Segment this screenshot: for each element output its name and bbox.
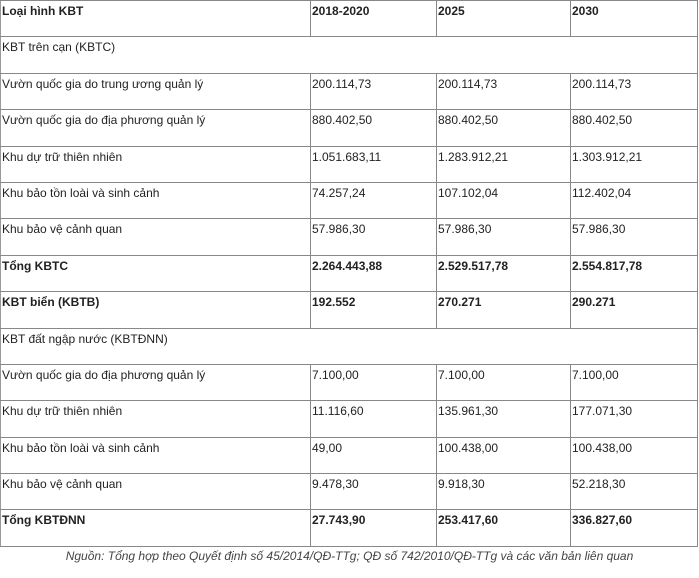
section-row: KBT đất ngập nước (KBTĐNN) bbox=[0, 327, 698, 365]
value-cell: 57.986,30 bbox=[570, 218, 698, 256]
value-cell: 7.100,00 bbox=[310, 363, 437, 402]
table-row: Khu bảo tồn loài và sinh cảnh 49,00 100.43… bbox=[0, 436, 698, 475]
row-label: Khu bảo vệ cảnh quan bbox=[0, 473, 311, 511]
value-cell: 135.961,30 bbox=[436, 400, 571, 438]
value-cell: 100.438,00 bbox=[436, 436, 571, 475]
value-cell: 11.116,60 bbox=[310, 400, 437, 438]
row-label: Khu dự trữ thiên nhiên bbox=[0, 145, 311, 183]
value-cell: 880.402,50 bbox=[310, 109, 437, 147]
total-row: Tổng KBTC 2.264.443,88 2.529.517,78 2.554.8… bbox=[0, 254, 698, 293]
value-cell: 7.100,00 bbox=[570, 363, 698, 402]
table-row: Khu bảo tồn loài và sinh cảnh 74.257,24 10… bbox=[0, 181, 698, 220]
row-label: Vườn quốc gia do trung ương quản lý bbox=[0, 72, 311, 111]
value-cell: 107.102,04 bbox=[436, 181, 571, 220]
value-cell: 1.283.912,21 bbox=[436, 145, 571, 183]
value-cell: 1.303.912,21 bbox=[570, 145, 698, 183]
value-cell: 2.264.443,88 bbox=[310, 254, 437, 293]
table-row: Vườn quốc gia do trung ương quản lý 200.1… bbox=[0, 72, 698, 111]
header-cell: Loại hình KBT bbox=[0, 0, 311, 38]
value-cell: 27.743,90 bbox=[310, 509, 437, 547]
table-row: Vườn quốc gia do địa phương quản lý 7.100… bbox=[0, 363, 698, 402]
row-label: Khu bảo vệ cảnh quan bbox=[0, 218, 311, 256]
value-cell: 2.554.817,78 bbox=[570, 254, 698, 293]
total-row: Tổng KBTĐNN 27.743,90 253.417,60 336.827,60 bbox=[0, 509, 698, 547]
value-cell: 100.438,00 bbox=[570, 436, 698, 475]
table-row: Khu bảo vệ cảnh quan 9.478,30 9.918,30 52.2… bbox=[0, 473, 698, 511]
table-row: Khu bảo vệ cảnh quan 57.986,30 57.986,30 57… bbox=[0, 218, 698, 256]
source-caption: Nguồn: Tổng hợp theo Quyết định số 45/20… bbox=[65, 549, 634, 563]
value-cell: 200.114,73 bbox=[310, 72, 437, 111]
value-cell: 253.417,60 bbox=[436, 509, 571, 547]
row-label: Tổng KBTC bbox=[0, 254, 311, 293]
row-label: Vườn quốc gia do địa phương quản lý bbox=[0, 109, 311, 147]
row-label: Tổng KBTĐNN bbox=[0, 509, 311, 547]
value-cell: 200.114,73 bbox=[436, 72, 571, 111]
table-row: Khu dự trữ thiên nhiên 1.051.683,11 1.283.… bbox=[0, 145, 698, 183]
row-label: Khu bảo tồn loài và sinh cảnh bbox=[0, 436, 311, 475]
value-cell: 7.100,00 bbox=[436, 363, 571, 402]
section-row: KBT trên cạn (KBTC) bbox=[0, 36, 698, 74]
header-cell: 2018-2020 bbox=[310, 0, 437, 38]
row-label: Khu dự trữ thiên nhiên bbox=[0, 400, 311, 438]
value-cell: 192.552 bbox=[310, 291, 437, 329]
value-cell: 336.827,60 bbox=[570, 509, 698, 547]
value-cell: 880.402,50 bbox=[570, 109, 698, 147]
value-cell: 200.114,73 bbox=[570, 72, 698, 111]
row-label: Vườn quốc gia do địa phương quản lý bbox=[0, 363, 311, 402]
table-row: Vườn quốc gia do địa phương quản lý 880.4… bbox=[0, 109, 698, 147]
total-row: KBT biển (KBTB) 192.552 270.271 290.271 bbox=[0, 291, 698, 329]
table-header-row: Loại hình KBT 2018-2020 2025 2030 bbox=[0, 0, 698, 38]
value-cell: 9.918,30 bbox=[436, 473, 571, 511]
value-cell: 52.218,30 bbox=[570, 473, 698, 511]
protected-areas-table: Loại hình KBT 2018-2020 2025 2030 KBT tr… bbox=[0, 0, 698, 547]
value-cell: 9.478,30 bbox=[310, 473, 437, 511]
value-cell: 880.402,50 bbox=[436, 109, 571, 147]
value-cell: 2.529.517,78 bbox=[436, 254, 571, 293]
section-label: KBT đất ngập nước (KBTĐNN) bbox=[0, 327, 698, 365]
header-cell: 2030 bbox=[570, 0, 698, 38]
value-cell: 112.402,04 bbox=[570, 181, 698, 220]
row-label: Khu bảo tồn loài và sinh cảnh bbox=[0, 181, 311, 220]
value-cell: 49,00 bbox=[310, 436, 437, 475]
value-cell: 177.071,30 bbox=[570, 400, 698, 438]
value-cell: 74.257,24 bbox=[310, 181, 437, 220]
header-cell: 2025 bbox=[436, 0, 571, 38]
value-cell: 57.986,30 bbox=[310, 218, 437, 256]
value-cell: 57.986,30 bbox=[436, 218, 571, 256]
row-label: KBT biển (KBTB) bbox=[0, 291, 311, 329]
table-row: Khu dự trữ thiên nhiên 11.116,60 135.961,3… bbox=[0, 400, 698, 438]
value-cell: 290.271 bbox=[570, 291, 698, 329]
section-label: KBT trên cạn (KBTC) bbox=[0, 36, 698, 74]
value-cell: 1.051.683,11 bbox=[310, 145, 437, 183]
value-cell: 270.271 bbox=[436, 291, 571, 329]
